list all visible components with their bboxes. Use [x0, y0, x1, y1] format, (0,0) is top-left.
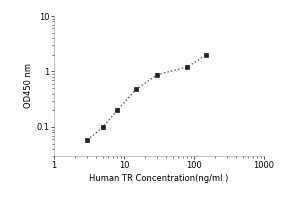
Y-axis label: OD450 nm: OD450 nm [24, 64, 33, 108]
X-axis label: Human TR Concentration(ng/ml ): Human TR Concentration(ng/ml ) [89, 174, 229, 183]
